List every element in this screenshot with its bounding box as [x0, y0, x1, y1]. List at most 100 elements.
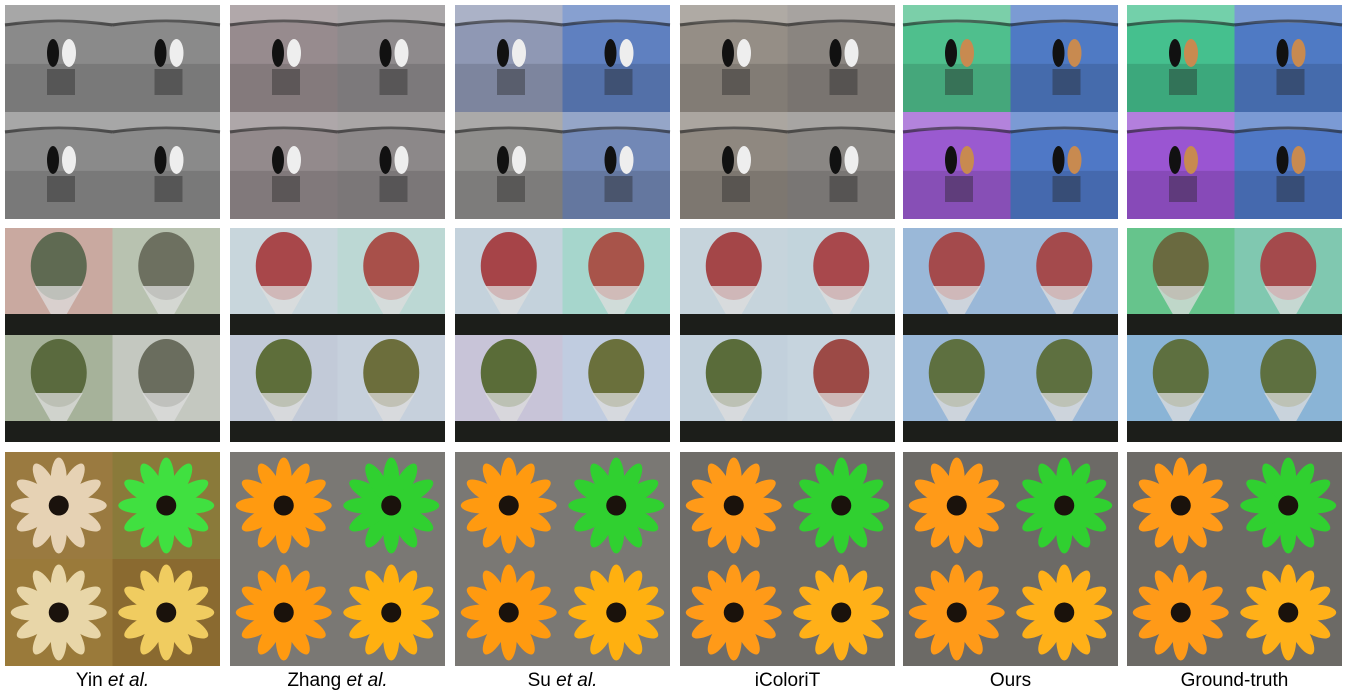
dog-dark — [380, 146, 392, 174]
reflection — [47, 69, 75, 95]
sub-image — [788, 335, 896, 442]
sub-image — [563, 5, 671, 112]
sub-image — [1127, 559, 1235, 666]
trees — [455, 421, 563, 442]
dog-light — [1068, 39, 1082, 67]
figure: Yin et al.Zhang et al.Su et al.iColoriTO… — [0, 0, 1346, 700]
sub-image — [113, 112, 221, 219]
sub-image — [1011, 5, 1119, 112]
sub-image — [1011, 335, 1119, 442]
sub-image — [1235, 452, 1343, 559]
image-panel — [230, 452, 445, 666]
dog-dark — [1169, 146, 1181, 174]
dog-dark — [497, 146, 509, 174]
image-panel — [5, 452, 220, 666]
sub-image — [563, 112, 671, 219]
sub-image — [1235, 5, 1343, 112]
dog-light — [845, 39, 859, 67]
sub-image — [903, 112, 1011, 219]
sub-image — [680, 335, 788, 442]
method-name: Yin — [76, 670, 103, 691]
flower-center — [381, 496, 401, 516]
method-name: Ground-truth — [1181, 670, 1289, 691]
image-panel — [455, 452, 670, 666]
flower-center — [606, 496, 626, 516]
dog-dark — [47, 146, 59, 174]
dog-dark — [47, 39, 59, 67]
trees — [5, 314, 113, 335]
reflection — [722, 176, 750, 202]
trees — [113, 314, 221, 335]
trees — [1011, 421, 1119, 442]
reflection — [1053, 69, 1081, 95]
flower-center — [1278, 603, 1298, 623]
dog-dark — [830, 146, 842, 174]
flower-center — [49, 603, 69, 623]
flower-center — [49, 496, 69, 516]
dog-dark — [945, 39, 957, 67]
flower-center — [606, 603, 626, 623]
sub-image — [5, 5, 113, 112]
flower-center — [724, 496, 744, 516]
flower-center — [831, 603, 851, 623]
image-panel — [903, 5, 1118, 219]
reflection — [497, 176, 525, 202]
trees — [903, 421, 1011, 442]
sub-image — [1011, 452, 1119, 559]
column-caption: Zhang et al. — [230, 670, 445, 692]
image-panel — [680, 452, 895, 666]
reflection — [380, 69, 408, 95]
dog-light — [512, 39, 526, 67]
sub-image — [680, 5, 788, 112]
sub-image — [230, 335, 338, 442]
dog-dark — [380, 39, 392, 67]
sub-image — [338, 559, 446, 666]
reflection — [47, 176, 75, 202]
reflection — [722, 69, 750, 95]
trees — [1127, 421, 1235, 442]
sub-image — [230, 559, 338, 666]
image-panel — [903, 452, 1118, 666]
sub-image — [455, 559, 563, 666]
sub-image — [1127, 452, 1235, 559]
sub-image — [788, 228, 896, 335]
reflection — [272, 69, 300, 95]
image-panel — [1127, 228, 1342, 442]
column-caption: Yin et al. — [5, 670, 220, 692]
method-name: Ours — [990, 670, 1031, 691]
dog-light — [170, 39, 184, 67]
sub-image — [680, 452, 788, 559]
reflection — [605, 69, 633, 95]
reflection — [945, 176, 973, 202]
reflection — [1053, 176, 1081, 202]
dog-light — [395, 39, 409, 67]
flower-center — [1054, 496, 1074, 516]
dog-dark — [830, 39, 842, 67]
method-name: Su — [528, 670, 551, 691]
sub-image — [113, 5, 221, 112]
sub-image — [1235, 335, 1343, 442]
dog-dark — [1169, 39, 1181, 67]
trees — [1235, 421, 1343, 442]
reflection — [380, 176, 408, 202]
sub-image — [903, 5, 1011, 112]
sub-image — [338, 112, 446, 219]
dog-dark — [155, 39, 167, 67]
dog-dark — [155, 146, 167, 174]
trees — [1011, 314, 1119, 335]
flower-center — [947, 496, 967, 516]
sub-image — [5, 452, 113, 559]
sub-image — [1011, 228, 1119, 335]
dog-light — [960, 39, 974, 67]
column-caption: Su et al. — [455, 670, 670, 692]
sub-image — [903, 335, 1011, 442]
sub-image — [5, 559, 113, 666]
image-panel — [230, 228, 445, 442]
flower-center — [381, 603, 401, 623]
image-panel — [455, 5, 670, 219]
image-panel — [230, 5, 445, 219]
sub-image — [113, 452, 221, 559]
sub-image — [5, 228, 113, 335]
sub-image — [230, 112, 338, 219]
sub-image — [455, 335, 563, 442]
